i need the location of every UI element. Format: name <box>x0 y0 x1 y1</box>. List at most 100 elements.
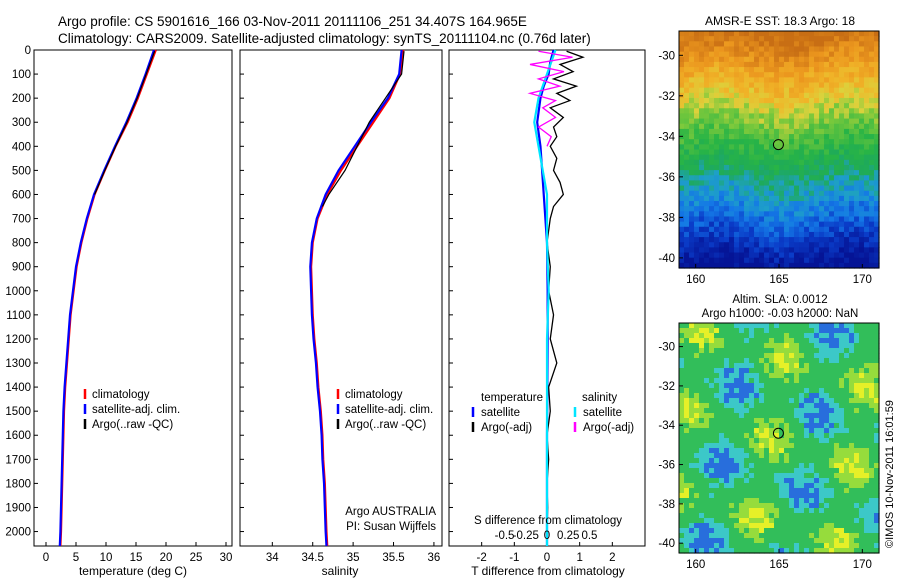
heatmap-cell <box>864 453 870 459</box>
heatmap-cell <box>784 216 790 223</box>
heatmap-cell <box>854 128 860 135</box>
heatmap-cell <box>819 139 825 145</box>
heatmap-cell <box>694 443 700 449</box>
heatmap-cell <box>779 180 785 187</box>
heatmap-cell <box>769 473 775 479</box>
heatmap-cell <box>679 378 685 384</box>
heatmap-cell <box>699 242 705 248</box>
heatmap-cell <box>809 333 815 339</box>
heatmap-cell <box>859 358 865 364</box>
heatmap-cell <box>719 164 725 171</box>
heatmap-cell <box>734 67 740 73</box>
heatmap-cell <box>684 175 690 182</box>
heatmap-cell <box>824 201 830 207</box>
heatmap-cell <box>864 134 870 140</box>
heatmap-cell <box>834 438 840 444</box>
heatmap-cell <box>819 363 825 369</box>
heatmap-cell <box>704 373 710 379</box>
heatmap-cell <box>864 418 870 424</box>
heatmap-cell <box>844 51 850 58</box>
heatmap-cell <box>849 87 855 94</box>
heatmap-cell <box>819 443 825 449</box>
heatmap-cell <box>704 383 710 389</box>
heatmap-cell <box>869 448 875 454</box>
heatmap-cell <box>729 448 735 454</box>
heatmap-cell <box>734 139 740 145</box>
heatmap-cell <box>709 226 715 233</box>
heatmap-cell <box>739 353 745 359</box>
heatmap-cell <box>779 358 785 364</box>
heatmap-cell <box>759 195 765 202</box>
heatmap-cell <box>694 403 700 409</box>
heatmap-cell <box>829 231 835 238</box>
argo-country-annotation: Argo AUSTRALIA <box>345 506 436 518</box>
heatmap-cell <box>729 211 735 218</box>
heatmap-cell <box>824 463 830 469</box>
heatmap-cell <box>794 139 800 145</box>
heatmap-cell <box>869 51 875 58</box>
heatmap-cell <box>739 393 745 399</box>
heatmap-cell <box>839 262 845 269</box>
heatmap-cell <box>869 473 875 479</box>
heatmap-cell <box>744 170 750 176</box>
heatmap-cell <box>699 373 705 379</box>
heatmap-cell <box>694 538 700 544</box>
heatmap-cell <box>764 31 770 37</box>
heatmap-cell <box>749 51 755 58</box>
heatmap-cell <box>774 378 780 384</box>
heatmap-cell <box>824 458 830 464</box>
heatmap-cell <box>724 134 730 140</box>
heatmap-cell <box>799 403 805 409</box>
heatmap-cell <box>834 237 840 243</box>
heatmap-cell <box>839 543 845 549</box>
heatmap-cell <box>719 134 725 140</box>
heatmap-cell <box>869 134 875 140</box>
heatmap-cell <box>689 118 695 125</box>
heatmap-cell <box>849 201 855 207</box>
heatmap-cell <box>864 242 870 248</box>
heatmap-cell <box>864 508 870 514</box>
heatmap-cell <box>694 221 700 228</box>
heatmap-cell <box>774 358 780 364</box>
heatmap-cell <box>724 113 730 120</box>
heatmap-cell <box>694 393 700 399</box>
heatmap-cell <box>784 413 790 419</box>
heatmap-cell <box>744 388 750 394</box>
heatmap-cell <box>839 242 845 248</box>
heatmap-cell <box>749 67 755 73</box>
heatmap-cell <box>709 159 715 166</box>
heatmap-cell <box>719 231 725 238</box>
heatmap-cell <box>704 216 710 223</box>
heatmap-cell <box>679 473 685 479</box>
heatmap-cell <box>779 154 785 161</box>
heatmap-cell <box>724 548 730 554</box>
heatmap-cell <box>854 159 860 166</box>
heatmap-cell <box>764 149 770 156</box>
heatmap-cell <box>819 548 825 554</box>
heatmap-cell <box>679 118 685 125</box>
heatmap-cell <box>724 237 730 243</box>
heatmap-cell <box>799 108 805 115</box>
heatmap-cell <box>854 333 860 339</box>
heatmap-cell <box>814 211 820 218</box>
heatmap-cell <box>864 164 870 171</box>
heatmap-cell <box>724 67 730 73</box>
heatmap-cell <box>824 408 830 414</box>
heatmap-cell <box>684 353 690 359</box>
heatmap-cell <box>829 242 835 248</box>
heatmap-cell <box>744 508 750 514</box>
heatmap-cell <box>774 128 780 135</box>
heatmap-cell <box>784 92 790 99</box>
heatmap-cell <box>874 180 880 187</box>
heatmap-cell <box>789 408 795 414</box>
heatmap-cell <box>729 128 735 135</box>
heatmap-cell <box>844 323 850 329</box>
heatmap-cell <box>729 403 735 409</box>
heatmap-cell <box>679 353 685 359</box>
heatmap-cell <box>764 206 770 212</box>
heatmap-cell <box>734 533 740 539</box>
heatmap-cell <box>739 61 745 68</box>
heatmap-cell <box>809 518 815 524</box>
heatmap-cell <box>859 237 865 243</box>
heatmap-cell <box>824 373 830 379</box>
